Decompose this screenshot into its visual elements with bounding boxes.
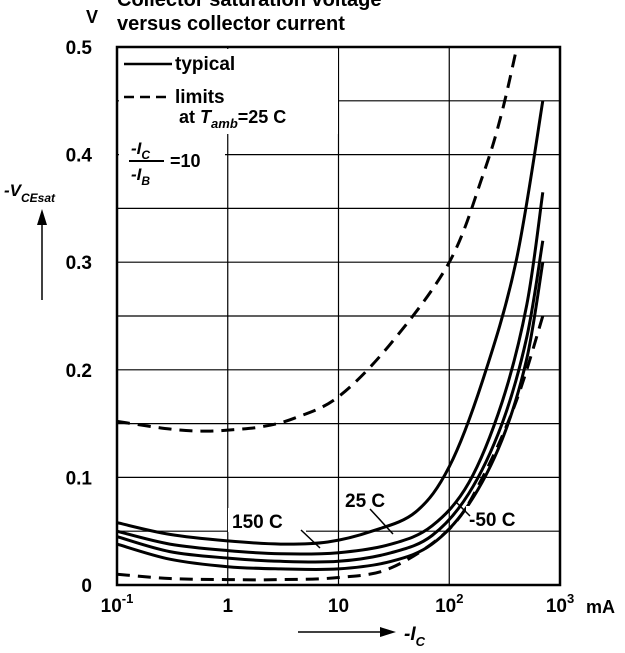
tick-labels: 0 0.1 0.2 0.3 0.4 0.5 10-1 1 10 102 103 xyxy=(66,38,575,617)
x-tick-label: 102 xyxy=(435,591,463,617)
ratio-numerator-sub: C xyxy=(141,148,150,162)
label-m50-bg xyxy=(466,506,550,530)
y-tick-label: 0.1 xyxy=(66,468,93,489)
label-25c-leader xyxy=(369,508,394,535)
y-tick-label: 0.4 xyxy=(66,146,93,167)
legend-condition-value: =25 C xyxy=(238,107,287,127)
label-25c: 25 C xyxy=(345,491,385,512)
label-150c: 150 C xyxy=(232,512,283,533)
legend-typical-label: typical xyxy=(175,54,235,75)
chart-title-line-1: Collector saturation voltage xyxy=(117,0,382,11)
x-axis-label: -IC xyxy=(404,624,426,649)
y-tick-label: 0 xyxy=(81,576,92,597)
y-tick-label: 0.2 xyxy=(66,361,92,382)
y-tick-label: 0.3 xyxy=(66,253,92,274)
series-line-limit_lower xyxy=(117,315,545,582)
ratio-value: =10 xyxy=(170,151,201,171)
y-axis-label-prefix: -V xyxy=(4,181,23,200)
series-line-limit_upper xyxy=(117,47,519,433)
label-150-bg xyxy=(228,508,306,532)
series-labels: 150 C 25 C -50 C xyxy=(228,488,550,549)
label-25-bg xyxy=(341,488,411,512)
x-axis-label-sub: C xyxy=(416,634,426,649)
y-unit: V xyxy=(86,7,98,27)
series-line-s150 xyxy=(117,100,545,546)
label-150c-leader xyxy=(300,529,321,549)
y-axis-label-sub: CEsat xyxy=(21,191,56,205)
chart-title-line-2: versus collector current xyxy=(117,13,345,35)
series-line-s25 xyxy=(117,192,545,556)
ratio-bg xyxy=(119,134,225,184)
ratio-numerator-text: -I xyxy=(131,139,143,158)
y-axis-arrow-head xyxy=(37,209,47,225)
legend-limits-label: limits xyxy=(175,87,225,108)
legend-condition-sub: amb xyxy=(211,116,238,131)
legend: typical limits at Tamb=25 C -IC -IB =10 xyxy=(119,49,338,188)
ratio-denominator: -IB xyxy=(131,165,150,188)
ratio-denominator-sub: B xyxy=(141,174,150,188)
plot-frame xyxy=(115,45,562,587)
label-minus50c-leader xyxy=(455,501,471,517)
x-tick-label: 10 xyxy=(328,596,349,617)
x-axis-label-prefix: -I xyxy=(404,624,416,645)
x-axis-arrow-head xyxy=(380,627,396,637)
x-tick-label: 10-1 xyxy=(101,591,134,617)
x-tick-label: 1 xyxy=(222,596,233,617)
legend-condition: at Tamb=25 C xyxy=(179,107,286,131)
y-tick-label: 0.5 xyxy=(66,38,93,59)
curves xyxy=(117,47,545,582)
y-axis-label: -VCEsat xyxy=(4,181,56,205)
x-unit: mA xyxy=(586,597,615,617)
ratio-denominator-text: -I xyxy=(131,165,143,184)
x-tick-label: 103 xyxy=(546,591,574,617)
legend-condition-t: T xyxy=(200,107,213,127)
series-line-s_50 xyxy=(117,240,545,564)
ratio-numerator: -IC xyxy=(131,139,150,162)
legend-condition-at: at xyxy=(179,107,195,127)
label-minus50c: -50 C xyxy=(469,510,516,531)
